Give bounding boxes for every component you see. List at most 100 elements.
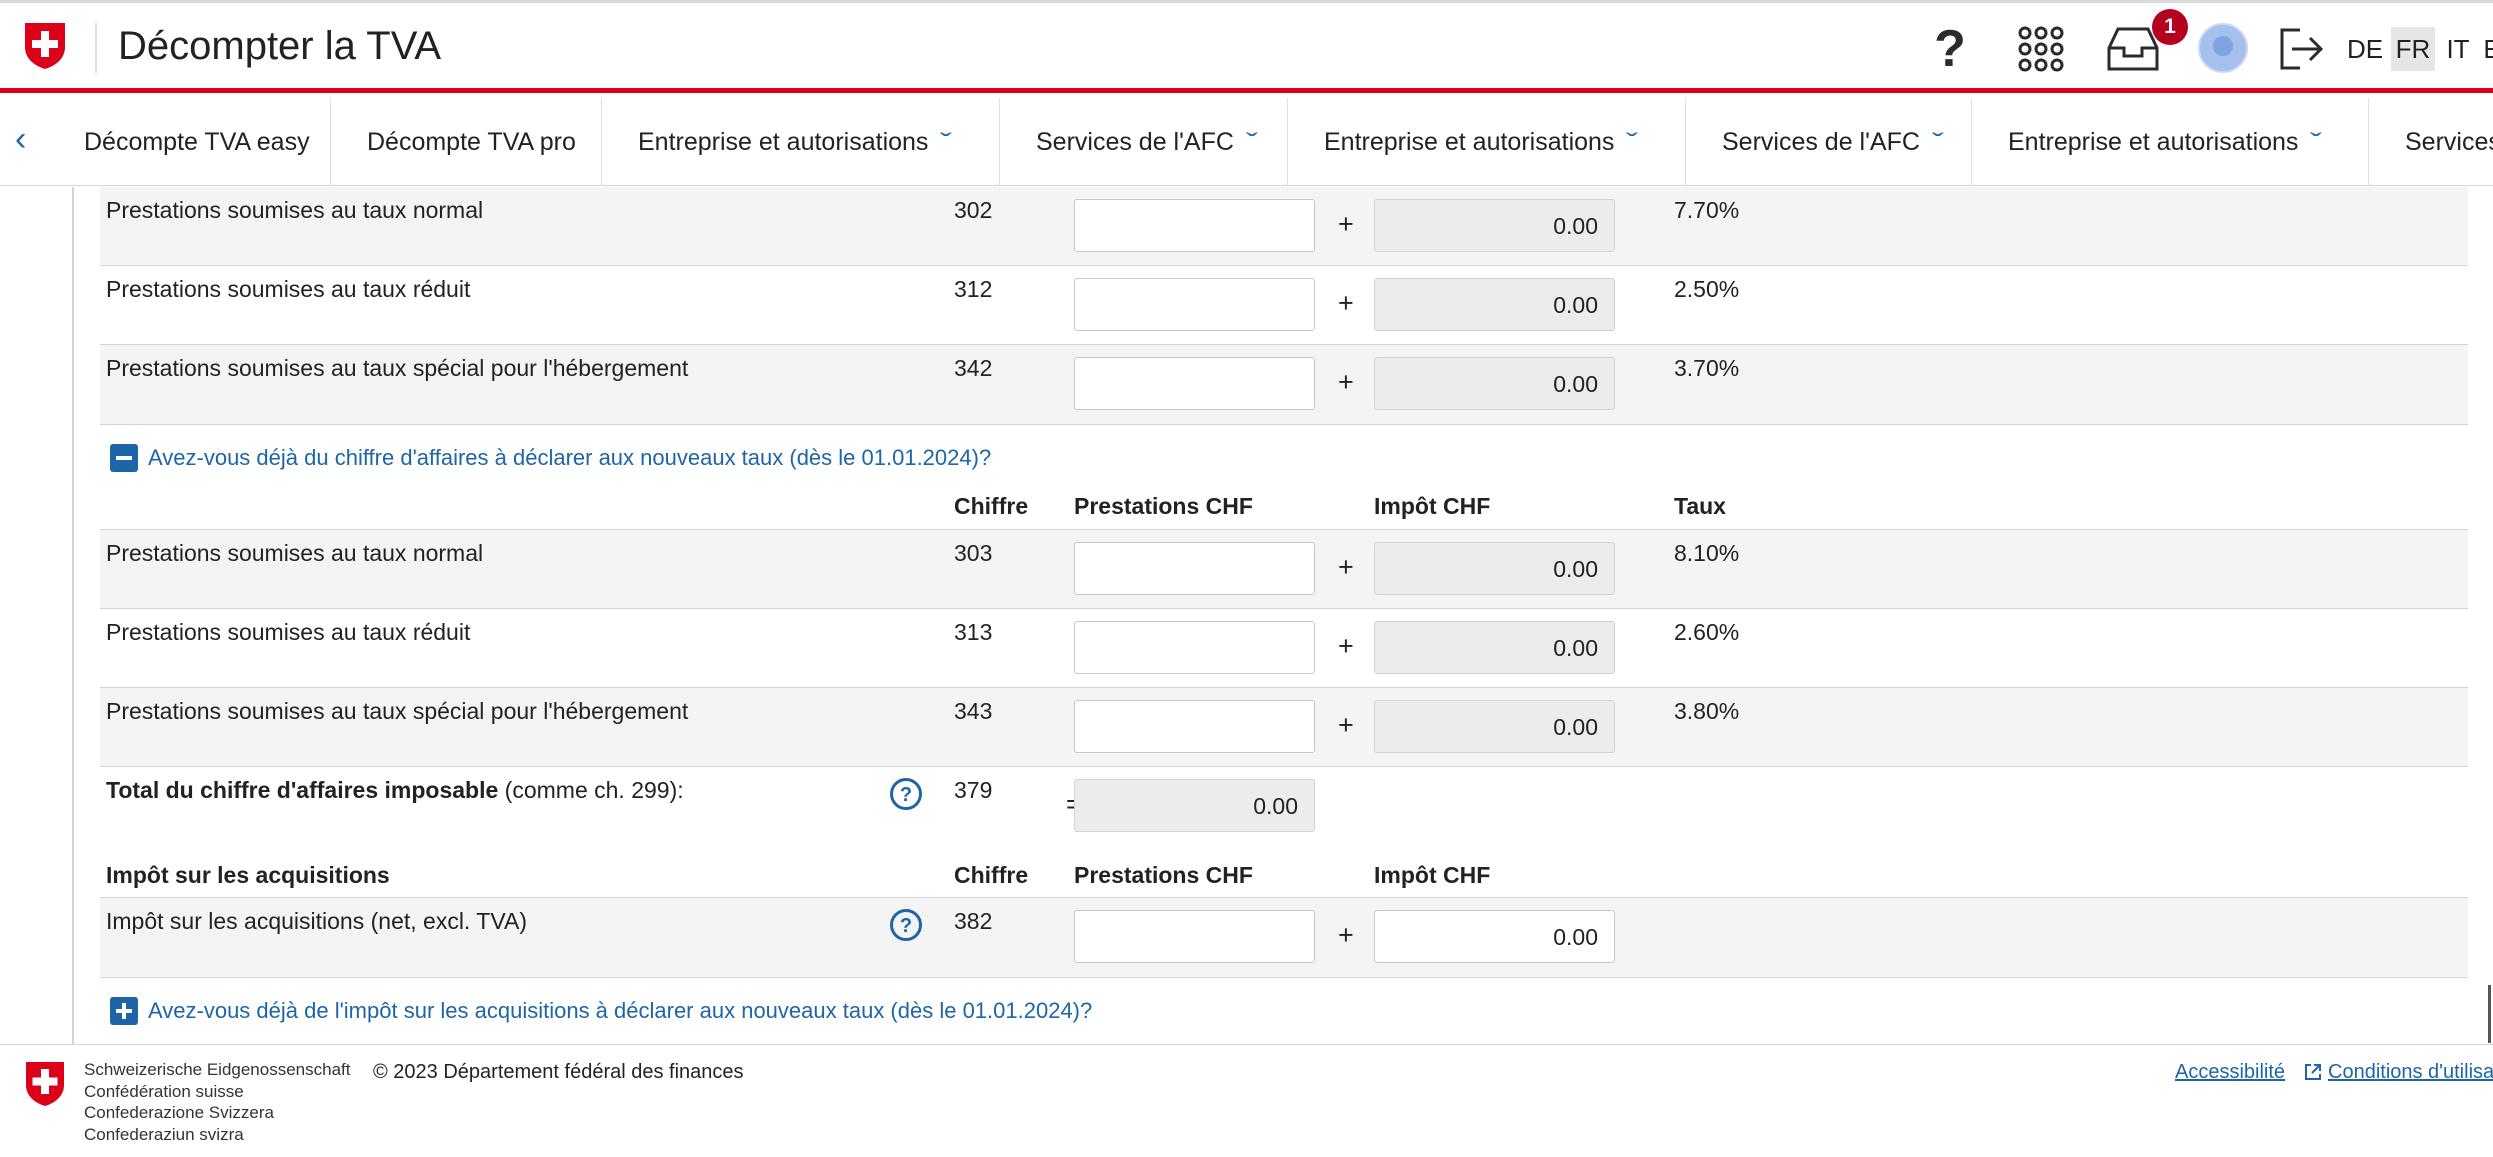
vat-form-content: Prestations soumises au taux normal 302 … xyxy=(72,187,2493,1044)
nav-item-entreprise[interactable]: Entreprise et autorisations ˇ xyxy=(1288,98,1686,185)
language-de[interactable]: DE xyxy=(2346,34,2384,64)
confederation-name: Schweizerische Eidgenossenschaft xyxy=(84,1060,351,1079)
plus-sign: + xyxy=(1338,288,1354,318)
language-it[interactable]: IT xyxy=(2446,34,2470,64)
row-label: Prestations soumises au taux normal xyxy=(106,540,484,566)
external-link-icon xyxy=(2305,1064,2321,1080)
svg-text:?: ? xyxy=(900,784,912,806)
chevron-down-icon: ˇ xyxy=(1245,129,1258,156)
plus-sign: + xyxy=(1338,552,1354,582)
user-avatar[interactable] xyxy=(2198,23,2248,73)
toggle-label: Avez-vous déjà du chiffre d'affaires à d… xyxy=(148,445,992,470)
nav-item-label: Services xyxy=(2405,128,2493,156)
plus-square-icon xyxy=(110,997,138,1025)
column-header-tax: Impôt CHF xyxy=(1374,493,1491,519)
column-header-code: Chiffre xyxy=(954,493,1029,519)
logout-icon[interactable] xyxy=(2278,21,2324,77)
table-row: Impôt sur les acquisitions (net, excl. T… xyxy=(100,898,2468,978)
tax-input-382[interactable]: 0.00 xyxy=(1374,910,1615,963)
chevron-left-icon[interactable]: ‹ xyxy=(15,120,27,158)
services-input-343[interactable] xyxy=(1074,700,1315,753)
swiss-coat-of-arms-logo[interactable] xyxy=(23,21,67,71)
row-code: 303 xyxy=(954,540,993,566)
inbox-icon[interactable] xyxy=(2105,21,2161,77)
nav-item-label: Entreprise et autorisations xyxy=(2008,128,2299,156)
services-input-303[interactable] xyxy=(1074,542,1315,595)
language-en[interactable]: E xyxy=(2483,34,2493,64)
services-input-312[interactable] xyxy=(1074,278,1315,331)
header-divider xyxy=(95,23,97,73)
svg-text:?: ? xyxy=(900,915,912,937)
row-code: 302 xyxy=(954,197,993,223)
confederation-names: Schweizerische Eidgenossenschaft Confédé… xyxy=(84,1059,350,1145)
accessibility-link[interactable]: Accessibilité xyxy=(2175,1061,2286,1083)
row-rate: 2.50% xyxy=(1674,276,1740,302)
confederation-name: Confederazione Svizzera xyxy=(84,1103,274,1122)
plus-sign: + xyxy=(1338,710,1354,740)
new-rates-toggle[interactable]: Avez-vous déjà du chiffre d'affaires à d… xyxy=(110,444,991,472)
minus-square-icon xyxy=(110,444,138,472)
help-icon[interactable]: ? xyxy=(1934,20,1966,78)
total-label-bold: Total du chiffre d'affaires imposable xyxy=(106,777,499,803)
row-rate: 8.10% xyxy=(1674,540,1740,566)
language-fr-active[interactable]: FR xyxy=(2391,27,2435,71)
app-title: Décompter la TVA xyxy=(118,24,442,68)
row-label: Prestations soumises au taux réduit xyxy=(106,276,471,302)
scrollbar-thumb[interactable] xyxy=(2488,985,2491,1043)
row-rate: 3.80% xyxy=(1674,698,1740,724)
chevron-down-icon: ˇ xyxy=(1931,129,1944,156)
nav-item-decompte-easy[interactable]: Décompte TVA easy xyxy=(48,98,331,185)
row-rate: 3.70% xyxy=(1674,355,1740,381)
row-label: Prestations soumises au taux normal xyxy=(106,197,484,223)
divider xyxy=(100,529,2468,530)
swiss-coat-of-arms-logo xyxy=(26,1062,64,1106)
chevron-down-icon: ˇ xyxy=(2310,129,2323,156)
row-code: 313 xyxy=(954,619,993,645)
row-label: Prestations soumises au taux spécial pou… xyxy=(106,355,689,381)
terms-of-use-link[interactable]: Conditions d'utilisation xyxy=(2328,1061,2493,1083)
row-code: 382 xyxy=(954,908,993,934)
row-label: Prestations soumises au taux spécial pou… xyxy=(106,698,689,724)
nav-item-entreprise[interactable]: Entreprise et autorisations ˇ xyxy=(602,98,1000,185)
chevron-down-icon: ˇ xyxy=(940,129,953,156)
plus-sign: + xyxy=(1338,920,1354,950)
row-code: 312 xyxy=(954,276,993,302)
toggle-label: Avez-vous déjà de l'impôt sur les acquis… xyxy=(148,998,1093,1023)
tax-output-343: 0.00 xyxy=(1374,700,1615,753)
services-input-313[interactable] xyxy=(1074,621,1315,674)
table-row: Prestations soumises au taux spécial pou… xyxy=(100,345,2468,425)
column-header-tax: Impôt CHF xyxy=(1374,862,1491,888)
services-input-302[interactable] xyxy=(1074,199,1315,252)
chevron-down-icon: ˇ xyxy=(1626,129,1639,156)
question-circle-icon[interactable]: ? xyxy=(889,908,923,942)
nav-item-label: Services de l'AFC xyxy=(1722,128,1920,156)
row-rate: 7.70% xyxy=(1674,197,1740,223)
table-row: Prestations soumises au taux réduit 313 … xyxy=(100,609,2468,688)
tax-output-313: 0.00 xyxy=(1374,621,1615,674)
page-footer: Schweizerische Eidgenossenschaft Confédé… xyxy=(0,1044,2493,1157)
divider xyxy=(100,897,2468,898)
total-output: 0.00 xyxy=(1074,779,1315,832)
plus-sign: + xyxy=(1338,209,1354,239)
apps-grid-icon[interactable] xyxy=(2015,21,2067,77)
table-row: Prestations soumises au taux spécial pou… xyxy=(100,688,2468,767)
column-header-services: Prestations CHF xyxy=(1074,493,1253,519)
browser-top-edge xyxy=(0,0,2493,3)
table-row: Prestations soumises au taux normal 302 … xyxy=(100,187,2468,266)
services-input-382[interactable] xyxy=(1074,910,1315,963)
column-header-services: Prestations CHF xyxy=(1074,862,1253,888)
total-code: 379 xyxy=(954,777,993,803)
table-row: Prestations soumises au taux réduit 312 … xyxy=(100,266,2468,345)
nav-item-decompte-pro[interactable]: Décompte TVA pro xyxy=(331,98,602,185)
total-label: Total du chiffre d'affaires imposable (c… xyxy=(106,777,684,804)
nav-item-services[interactable]: Services xyxy=(2369,98,2493,185)
acquisitions-title: Impôt sur les acquisitions xyxy=(106,862,390,888)
question-circle-icon[interactable]: ? xyxy=(889,777,923,811)
nav-item-services-afc[interactable]: Services de l'AFC ˇ xyxy=(1686,98,1972,185)
confederation-name: Confédération suisse xyxy=(84,1081,244,1101)
services-input-342[interactable] xyxy=(1074,357,1315,410)
tax-output-303: 0.00 xyxy=(1374,542,1615,595)
acquisitions-new-rates-toggle[interactable]: Avez-vous déjà de l'impôt sur les acquis… xyxy=(110,997,1092,1025)
nav-item-services-afc[interactable]: Services de l'AFC ˇ xyxy=(1000,98,1288,185)
nav-item-entreprise[interactable]: Entreprise et autorisations ˇ xyxy=(1972,98,2369,185)
